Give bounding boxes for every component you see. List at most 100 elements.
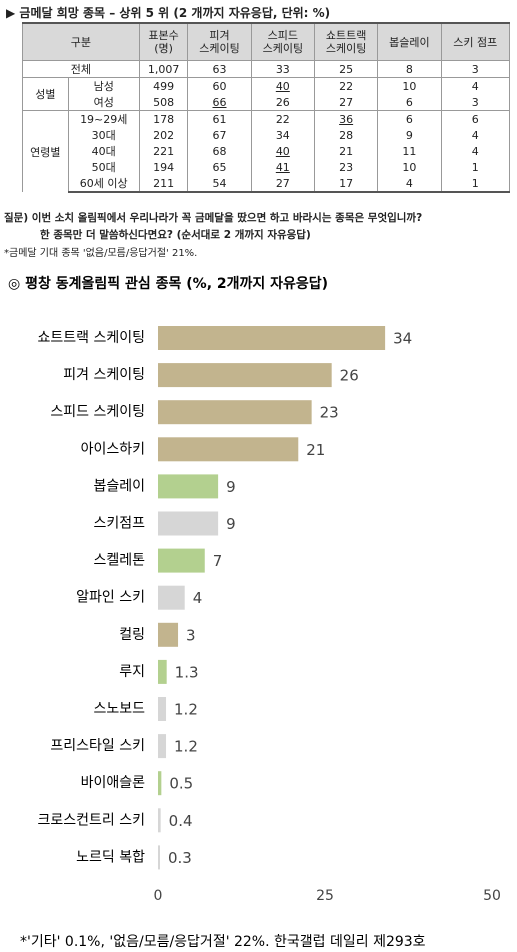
cell: 202 — [138, 127, 189, 143]
bar — [158, 363, 332, 388]
question-text: 이번 소치 올림픽에서 우리나라가 꼭 금메달을 땄으면 하고 바라시는 종목은… — [31, 212, 423, 224]
value-label: 1.2 — [174, 738, 198, 756]
cell: 194 — [138, 159, 189, 175]
category-label: 바이애슬론 — [81, 775, 146, 791]
table-row: 성별 남성 499 60 40 22 10 4 — [22, 77, 511, 111]
value-label: 3 — [186, 626, 196, 644]
cell: 4 — [377, 175, 442, 193]
cell: 1,007 — [138, 60, 189, 78]
cell: 54 — [187, 175, 252, 193]
cell: 8 — [377, 60, 442, 78]
cell: 3 — [440, 94, 511, 111]
cell: 67 — [187, 127, 252, 143]
cell: 10 — [377, 77, 442, 94]
row-label: 19~29세 — [67, 110, 140, 127]
cell: 6 — [377, 94, 442, 111]
cell: 21 — [313, 143, 379, 159]
value-label: 21 — [306, 441, 325, 459]
cell: 1 — [440, 175, 511, 193]
value-label: 0.4 — [169, 812, 193, 830]
header-cell: 스키 점프 — [440, 22, 511, 61]
note: *금메달 기대 종목 '없음/모름/응답거절' 21%. — [4, 248, 198, 259]
bar — [158, 771, 162, 796]
question-label: 질문) — [4, 212, 29, 224]
value-label: 9 — [226, 515, 236, 533]
cell: 22 — [250, 110, 315, 127]
header-row: 구분 표본수 (명) 피겨 스케이팅 스피드 스케이팅 쇼트트랙 스케이팅 봅슬레이 스키 … — [22, 22, 511, 61]
cell: 25 — [313, 60, 379, 78]
row-label: 여성 — [67, 94, 140, 111]
bar — [158, 845, 161, 870]
row-label: 30대 — [67, 127, 140, 143]
bar — [158, 734, 167, 759]
value-label: 0.3 — [168, 849, 192, 867]
group-label: 연령별 — [22, 110, 69, 192]
header-cell: 봅슬레이 — [377, 22, 442, 61]
cell: 28 — [313, 127, 379, 143]
cell: 68 — [187, 143, 252, 159]
cell: 65 — [187, 159, 252, 175]
cell: 27 — [250, 175, 315, 193]
cell: 36 — [313, 110, 379, 127]
header-cell: 스피드 스케이팅 — [250, 22, 315, 61]
cell: 4 — [440, 143, 511, 159]
question-text: 한 종목만 더 말씀하신다면요? (순서대로 2 개까지 자유응답) — [40, 229, 311, 241]
header-cell: 쇼트트랙 스케이팅 — [313, 22, 379, 61]
value-label: 1.2 — [174, 701, 198, 719]
cell: 4 — [440, 127, 511, 143]
chart: ◎ 평창 동계올림픽 관심 종목 (%, 2개까지 자유응답) *'기타' 0.… — [8, 275, 501, 950]
chart-title: ◎ 평창 동계올림픽 관심 종목 (%, 2개까지 자유응답) — [8, 275, 328, 292]
bar — [158, 697, 167, 721]
cell: 41 — [250, 159, 315, 175]
cell: 40 — [250, 77, 315, 94]
cell: 23 — [313, 159, 379, 175]
cell: 22 — [313, 77, 379, 94]
category-label: 알파인 스키 — [76, 590, 145, 606]
bar — [158, 659, 167, 684]
footnote: *'기타' 0.1%, '없음/모름/응답거절' 22%. 한국갤럽 데일리 제… — [20, 934, 426, 950]
value-label: 23 — [320, 404, 339, 422]
cell: 211 — [138, 175, 189, 193]
cell: 26 — [250, 94, 315, 111]
cell: 6 — [440, 110, 511, 127]
x-tick-label: 50 — [483, 888, 501, 904]
value-label: 34 — [393, 330, 412, 348]
bar — [158, 585, 185, 610]
value-label: 0.5 — [169, 775, 193, 793]
category-label: 봅슬레이 — [93, 478, 145, 494]
header-cell: 표본수 (명) — [138, 22, 189, 61]
value-label: 1.3 — [175, 663, 199, 681]
category-label: 아이스하키 — [81, 441, 145, 457]
category-label: 스키점프 — [93, 516, 145, 532]
bar — [158, 548, 205, 573]
cell: 508 — [138, 94, 189, 111]
cell: 10 — [377, 159, 442, 175]
cell: 61 — [187, 110, 252, 127]
cell: 17 — [313, 175, 379, 193]
table-row: 30대 202 67 34 28 9 4 — [23, 127, 511, 143]
table-row: 연령별 19~29세 178 61 22 36 6 6 — [22, 110, 511, 192]
value-label: 9 — [226, 478, 236, 496]
x-tick-label: 0 — [154, 888, 163, 904]
bar — [158, 400, 312, 425]
cell: 66 — [187, 94, 252, 111]
cell: 221 — [138, 143, 189, 159]
cell: 34 — [250, 127, 315, 143]
cell: 1 — [440, 159, 511, 175]
table-title: ▶ 금메달 희망 종목 – 상위 5 위 (2 개까지 자유응답, 단위: %) — [6, 6, 331, 20]
category-label: 스노보드 — [93, 701, 145, 717]
cell: 4 — [440, 77, 511, 94]
header-cell: 구분 — [22, 22, 140, 61]
cell: 3 — [440, 60, 511, 78]
cell: 178 — [138, 110, 189, 127]
category-label: 피겨 스케이팅 — [63, 367, 145, 383]
bar — [158, 808, 161, 833]
cell: 27 — [313, 94, 379, 111]
bar — [158, 622, 179, 647]
cell: 63 — [187, 60, 252, 78]
question: 질문) 이번 소치 올림픽에서 우리나라가 꼭 금메달을 땄으면 하고 바라시는… — [4, 210, 422, 244]
table-row: 여성 508 66 26 27 6 3 — [23, 94, 511, 111]
row-label: 50대 — [67, 159, 140, 175]
value-label: 7 — [213, 552, 223, 570]
